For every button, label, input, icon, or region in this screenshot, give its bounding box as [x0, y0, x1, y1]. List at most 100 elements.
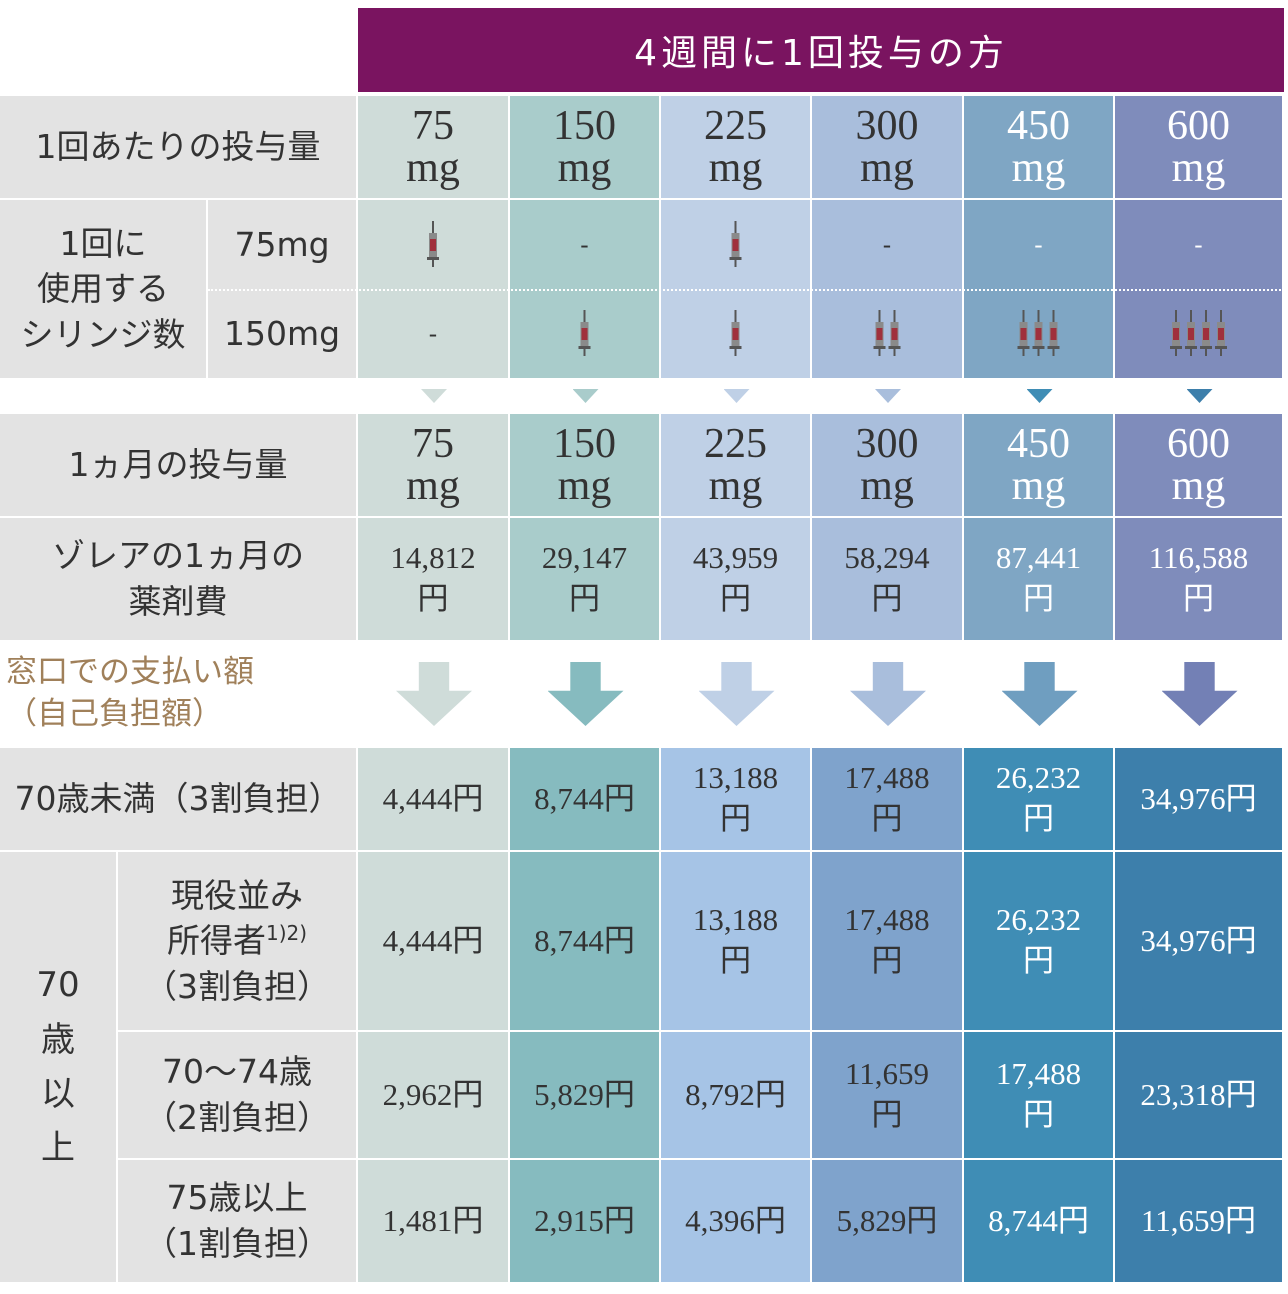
syringe-icon [1017, 310, 1030, 356]
label-line: 円 [1023, 1097, 1054, 1132]
label-line: 円 [871, 801, 903, 836]
syringe-icon [1032, 310, 1045, 356]
label-line: 円 [1023, 943, 1054, 978]
value-cell: 600 mg [1115, 414, 1282, 516]
value-cell: 23,318円 [1115, 1032, 1282, 1158]
syringes [729, 310, 742, 356]
value-cell: 43,959 円 [661, 518, 810, 640]
syringes [427, 221, 439, 267]
value-cell: 11,659 円 [812, 1032, 962, 1158]
triangle [723, 389, 750, 403]
row-sublabel: 現役並み 所得者1)2) （3割負担） [118, 852, 356, 1030]
value-cell: 8,744円 [510, 852, 659, 1030]
syringe-icon [1047, 310, 1060, 356]
triangle [875, 389, 901, 403]
sublabel: 150mg [223, 314, 341, 354]
label-line: 8,792円 [685, 1076, 786, 1112]
value-cell: 150 mg [510, 414, 659, 516]
empty-mark: - [580, 231, 589, 259]
value-cell: 17,488 円 [812, 748, 962, 850]
label-line: 8,744円 [534, 780, 635, 816]
triangle [421, 389, 447, 403]
label-line: 87,441 [995, 540, 1082, 576]
label-line: 13,188 [692, 902, 779, 938]
syringe-cell [964, 290, 1113, 378]
label-line: 円 [569, 581, 600, 616]
value-cell: 26,232 円 [964, 852, 1113, 1030]
value-cell: 8,744円 [510, 748, 659, 850]
label-line: mg [557, 145, 612, 191]
label-line: 窓口での支払い額 [6, 654, 254, 691]
label-line: 2,962円 [382, 1076, 484, 1112]
label-line: 1,481円 [382, 1202, 484, 1238]
label-line: 225 [704, 421, 767, 467]
label-line: 5,829円 [836, 1202, 938, 1238]
label-line: 70 [36, 965, 80, 1006]
value-cell: 17,488 円 [812, 852, 962, 1030]
value-cell: 34,976円 [1115, 748, 1282, 850]
row-sublabel: 75歳以上 （1割負担） [118, 1160, 356, 1282]
label-line: 450 [1007, 103, 1070, 149]
syringe-icon [1215, 310, 1227, 356]
label-line: 23,318円 [1140, 1076, 1257, 1112]
syringe-icon [888, 310, 901, 356]
label-line: 円 [720, 801, 751, 836]
label-line: （3割負担） [144, 966, 330, 1006]
value-cell: 4,444円 [358, 852, 508, 1030]
label-line: mg [1011, 463, 1066, 509]
arrow [396, 662, 472, 726]
label-line: 円 [1023, 801, 1054, 836]
row-label: 1回あたりの投与量 [0, 96, 356, 198]
label-line: mg [406, 463, 460, 509]
value-cell: 26,232 円 [964, 748, 1113, 850]
syringe-icon [578, 310, 591, 356]
value-cell: 13,188 円 [661, 748, 810, 850]
label-line: 75 [412, 103, 454, 149]
row-sublabel: 150mg [208, 290, 356, 378]
header: 4週間に1回投与の方 [358, 8, 1284, 92]
label-line: 600 [1167, 103, 1230, 149]
row-label: 70歳未満（3割負担） [0, 748, 356, 850]
label-line: mg [860, 463, 914, 509]
value-cell: 14,812 円 [358, 518, 508, 640]
empty-mark: - [1194, 231, 1203, 259]
label-line: 300 [855, 103, 919, 149]
header-title: 4週間に1回投与の方 [634, 33, 1008, 74]
value-cell: 8,792円 [661, 1032, 810, 1158]
footnote-ref: 1)2) [265, 921, 308, 946]
label-line: 使用する [37, 269, 169, 309]
syringe-cell [358, 200, 508, 290]
value-cell: 5,829円 [812, 1160, 962, 1282]
syringe-icon [1170, 310, 1182, 356]
label-line: 29,147 [541, 540, 628, 576]
label-line: mg [1171, 145, 1226, 191]
value-cell: 58,294 円 [812, 518, 962, 640]
triangle [1186, 389, 1213, 403]
label-line: 円 [417, 581, 449, 616]
label-line: 2,915円 [534, 1202, 635, 1238]
syringes [578, 310, 591, 356]
label-line: 43,959 [692, 540, 779, 576]
label-line: 600 [1167, 421, 1230, 467]
value-cell: 87,441 円 [964, 518, 1113, 640]
label-line: 8,744円 [988, 1202, 1089, 1238]
label-line: 17,488 [844, 760, 930, 796]
label-line: 150 [553, 103, 616, 149]
label-line: 116,588 [1148, 540, 1249, 576]
syringe-icon [1185, 310, 1197, 356]
label-line: mg [1171, 463, 1226, 509]
syringe-cell [812, 290, 962, 378]
label: 1回あたりの投与量 [35, 127, 321, 167]
label-line: 70〜74歳 [162, 1052, 312, 1092]
row-label: 1ヵ月の投与量 [0, 414, 356, 516]
value-cell: 4,444円 [358, 748, 508, 850]
value-cell: 13,188 円 [661, 852, 810, 1030]
syringe-cell: - [964, 200, 1113, 290]
label-line: 円 [871, 581, 903, 616]
arrow [698, 662, 775, 726]
label-line: 円 [720, 943, 751, 978]
syringe-icon [427, 221, 439, 267]
label-line: 所得者1)2) [166, 921, 308, 961]
label-line: 8,744円 [534, 922, 635, 958]
empty-mark: - [1034, 231, 1043, 259]
